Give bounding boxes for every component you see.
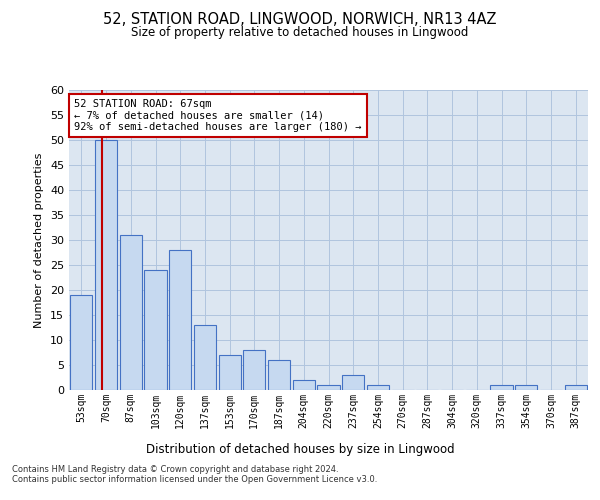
Text: 52 STATION ROAD: 67sqm
← 7% of detached houses are smaller (14)
92% of semi-deta: 52 STATION ROAD: 67sqm ← 7% of detached … — [74, 99, 362, 132]
Bar — [243, 350, 265, 390]
Bar — [342, 375, 364, 390]
Bar — [367, 385, 389, 390]
Bar — [515, 385, 538, 390]
Bar — [317, 385, 340, 390]
Bar — [565, 385, 587, 390]
Text: Distribution of detached houses by size in Lingwood: Distribution of detached houses by size … — [146, 442, 454, 456]
Bar — [169, 250, 191, 390]
Bar — [145, 270, 167, 390]
Bar — [70, 295, 92, 390]
Bar — [95, 140, 117, 390]
Text: Size of property relative to detached houses in Lingwood: Size of property relative to detached ho… — [131, 26, 469, 39]
Bar — [218, 355, 241, 390]
Bar — [490, 385, 512, 390]
Text: 52, STATION ROAD, LINGWOOD, NORWICH, NR13 4AZ: 52, STATION ROAD, LINGWOOD, NORWICH, NR1… — [103, 12, 497, 28]
Bar — [293, 380, 315, 390]
Bar — [119, 235, 142, 390]
Y-axis label: Number of detached properties: Number of detached properties — [34, 152, 44, 328]
Text: Contains HM Land Registry data © Crown copyright and database right 2024.
Contai: Contains HM Land Registry data © Crown c… — [12, 465, 377, 484]
Bar — [194, 325, 216, 390]
Bar — [268, 360, 290, 390]
